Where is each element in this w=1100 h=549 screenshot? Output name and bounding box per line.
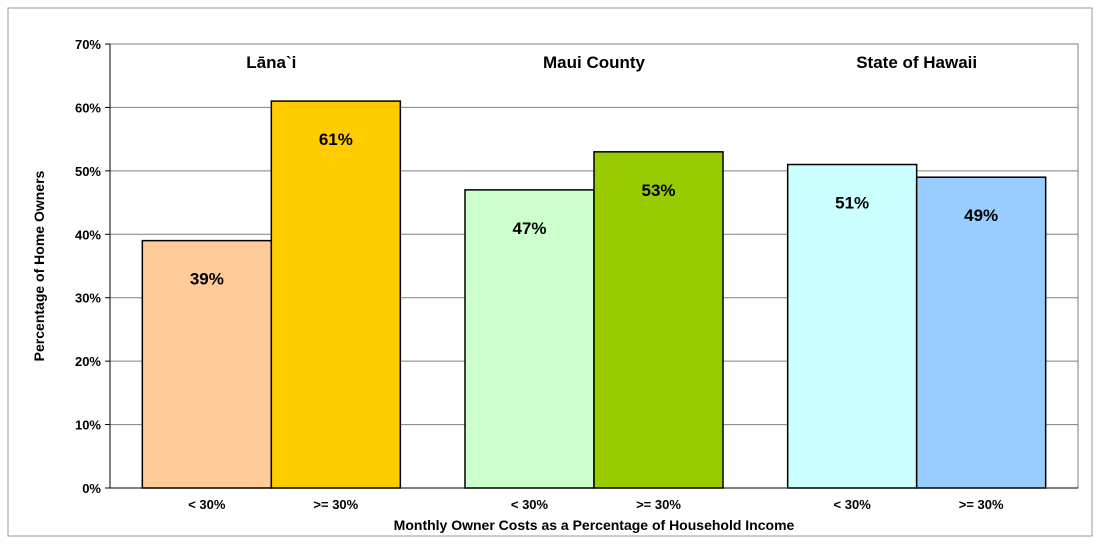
y-tick-label: 40% [75,227,101,242]
bars [141,100,1047,489]
data-label: 47% [512,219,546,238]
x-axis-ticks: < 30% >= 30% < 30% >= 30% < 30% >= 30% [110,487,1078,512]
data-label: 53% [641,181,675,200]
x-tick-label: >= 30% [313,497,358,512]
data-labels: 39% 61% 47% 53% 51% 49% [190,130,998,289]
x-tick-label: < 30% [834,497,872,512]
bar [593,151,724,489]
data-label: 39% [190,270,224,289]
y-axis-ticks: 0% 10% 20% 30% 40% 50% 60% 70% [75,37,111,496]
bar [915,176,1047,489]
bar [786,163,918,489]
data-label: 49% [964,206,998,225]
group-titles: Lāna`i Maui County State of Hawaii [246,53,977,72]
data-label: 51% [835,194,869,213]
x-tick-label: < 30% [511,497,549,512]
y-tick-label: 10% [75,418,101,433]
bar [464,189,595,489]
x-tick-label: < 30% [188,497,226,512]
y-tick-label: 50% [75,164,101,179]
y-axis-title: Percentage of Home Owners [31,170,47,361]
y-tick-label: 70% [75,37,101,52]
x-axis-title: Monthly Owner Costs as a Percentage of H… [394,517,795,533]
y-tick-label: 20% [75,354,101,369]
group-title: Lāna`i [246,53,296,72]
group-title: State of Hawaii [856,53,977,72]
x-tick-label: >= 30% [636,497,681,512]
x-tick-label: >= 30% [959,497,1004,512]
y-tick-label: 30% [75,291,101,306]
bar [141,239,273,489]
group-title: Maui County [543,53,646,72]
y-tick-label: 0% [82,481,101,496]
y-tick-label: 60% [75,100,101,115]
bar [270,100,402,489]
data-label: 61% [319,130,353,149]
